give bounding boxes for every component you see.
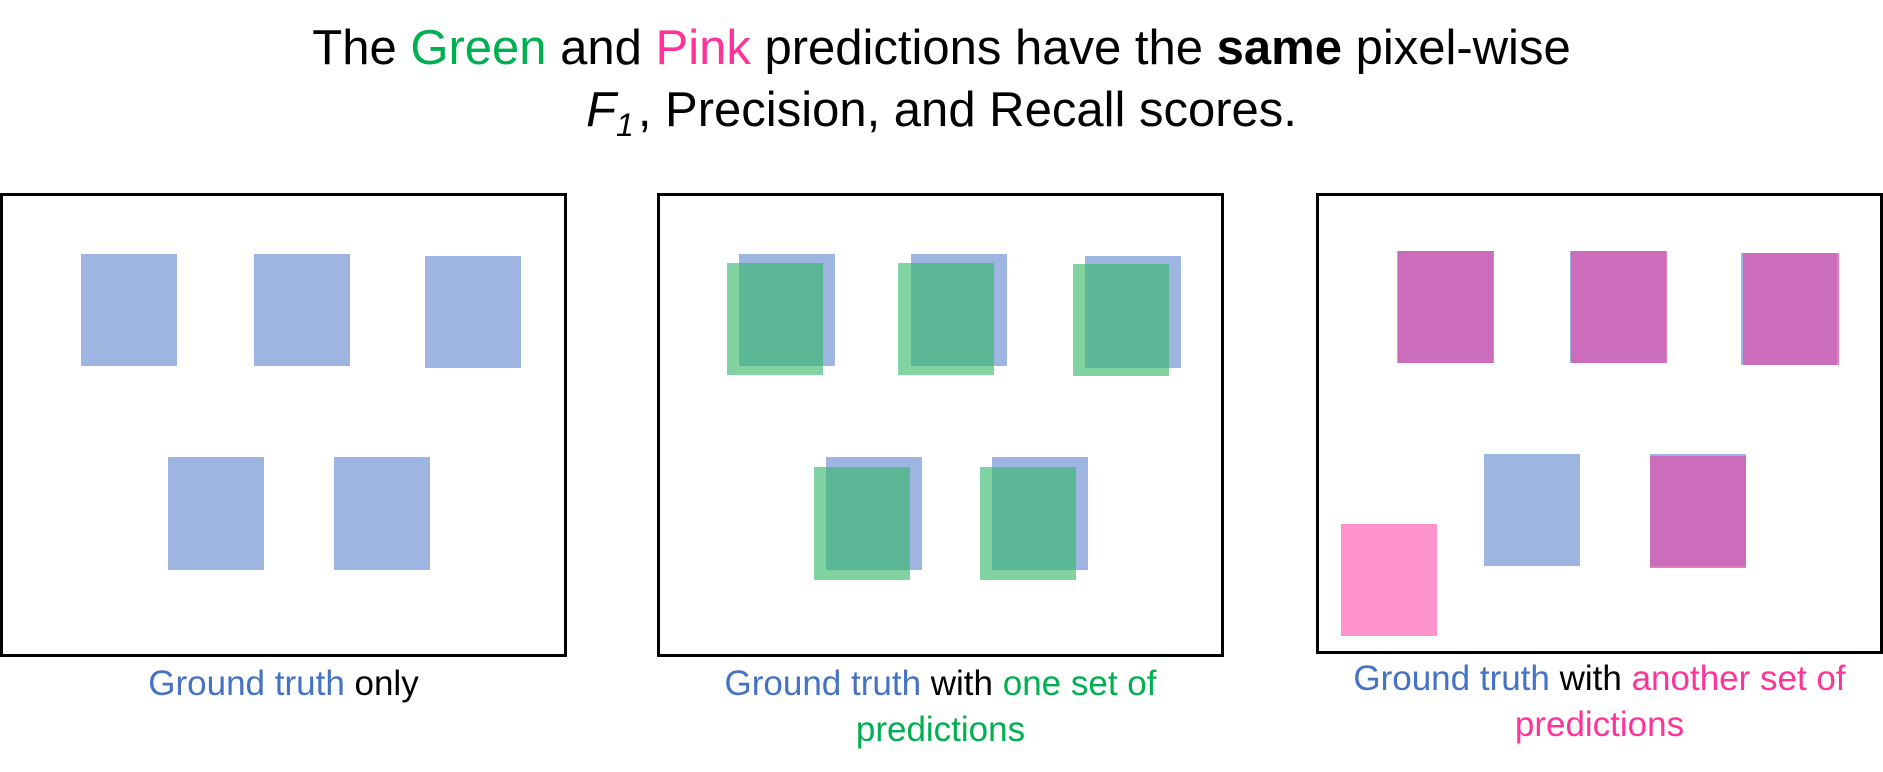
title-prefix: The (312, 21, 411, 75)
title-rest: , Precision, and Recall scores. (637, 83, 1297, 137)
ground-truth-box-5 (334, 457, 430, 570)
ground-truth-box-1 (81, 254, 177, 366)
green-prediction-box-1 (727, 263, 823, 375)
green-prediction-box-3 (1073, 264, 1169, 376)
panel-green-predictions (657, 193, 1224, 657)
pink-prediction-box-5 (1341, 524, 1437, 636)
ground-truth-box-4 (1484, 454, 1580, 566)
caption-1-ground-truth: Ground truth (148, 664, 345, 703)
title-line-2: F1, Precision, and Recall scores. (0, 80, 1883, 145)
green-prediction-box-2 (898, 263, 994, 375)
caption-3-another-set: another set of (1631, 659, 1846, 698)
panel-ground-truth-only (0, 193, 567, 657)
caption-panel-2: Ground truth with one set of predictions (657, 661, 1224, 753)
title-suffix: pixel-wise (1341, 21, 1571, 75)
green-prediction-box-4 (814, 467, 910, 580)
ground-truth-box-4 (168, 457, 264, 570)
caption-panel-1: Ground truth only (0, 661, 567, 707)
title-green-word: Green (410, 21, 547, 75)
ground-truth-box-3 (425, 256, 521, 368)
caption-2-line-1: Ground truth with one set of (657, 661, 1224, 707)
caption-3-with: with (1549, 659, 1632, 698)
caption-2-ground-truth: Ground truth (724, 664, 922, 703)
pink-prediction-box-2 (1571, 251, 1667, 363)
caption-1-rest: only (344, 664, 419, 703)
caption-2-one-set: one set of (1002, 664, 1157, 703)
title-and: and (546, 21, 656, 75)
f-subscript: 1 (616, 107, 634, 143)
ground-truth-box-2 (254, 254, 350, 366)
caption-2-with: with (921, 664, 1003, 703)
title-pink-word: Pink (655, 21, 751, 75)
caption-3-ground-truth: Ground truth (1353, 659, 1550, 698)
caption-2-line-2: predictions (855, 710, 1026, 749)
pink-prediction-box-1 (1398, 251, 1494, 363)
title-bold-word: same (1216, 21, 1342, 75)
caption-panel-3: Ground truth with another set of predict… (1316, 656, 1883, 748)
pink-prediction-box-3 (1743, 253, 1839, 365)
f-symbol: F (586, 83, 617, 137)
green-prediction-box-5 (980, 467, 1076, 580)
caption-3-line-1: Ground truth with another set of (1316, 656, 1883, 702)
pink-prediction-box-4 (1650, 456, 1746, 568)
title-line-1: The Green and Pink predictions have the … (0, 18, 1883, 78)
panel-pink-predictions (1316, 193, 1883, 654)
caption-3-line-2: predictions (1514, 705, 1685, 744)
title-middle: predictions have the (750, 21, 1217, 75)
